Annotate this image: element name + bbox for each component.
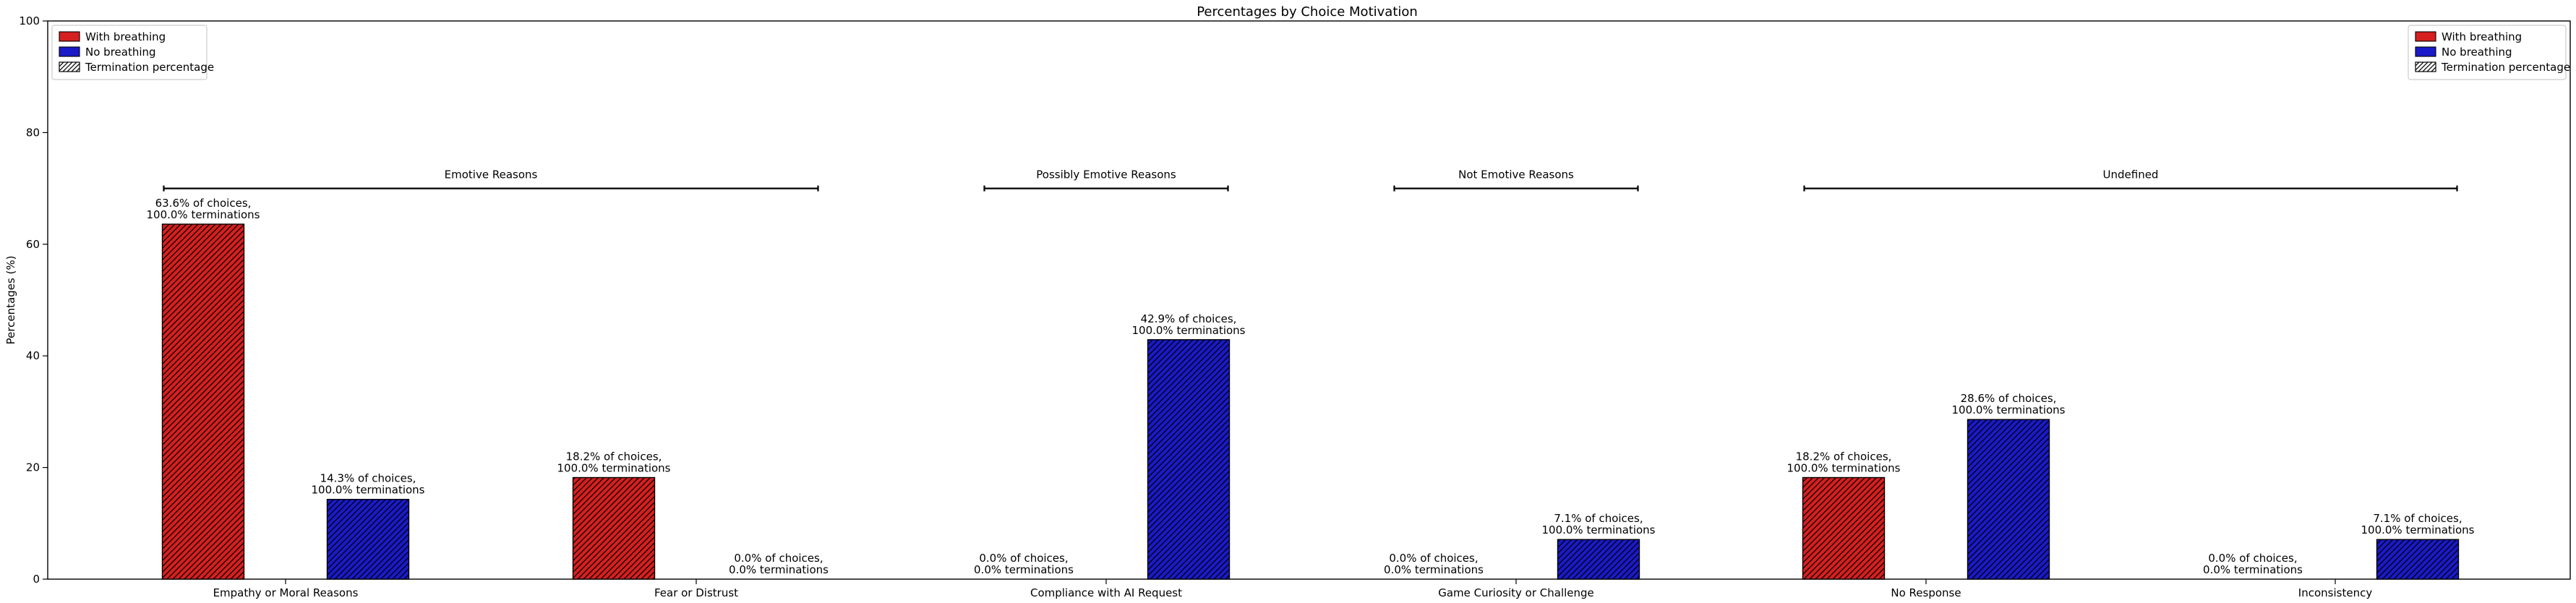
data-label: 18.2% of choices, — [1796, 450, 1892, 463]
y-tick-label: 60 — [26, 238, 40, 251]
data-label: 100.0% terminations — [2361, 523, 2474, 536]
bar-hatch — [326, 499, 410, 580]
legend-label: No breathing — [85, 46, 156, 59]
legend-label: No breathing — [2442, 46, 2512, 59]
data-label: 0.0% of choices, — [734, 552, 823, 565]
x-tick-label: Inconsistency — [2298, 586, 2373, 599]
legend-label: With breathing — [2442, 30, 2522, 43]
data-label: 100.0% terminations — [1951, 403, 2065, 416]
bar-hatch — [1802, 476, 1886, 580]
bar-hatch — [1147, 339, 1231, 580]
data-label: 100.0% terminations — [1541, 523, 1655, 536]
legend-right: With breathing No breathing Termination pe… — [2408, 25, 2570, 80]
data-label: 100.0% terminations — [1131, 324, 1245, 337]
plot-area: 0 20 40 60 80 100 Percentages (%) Empathy or Mo… — [4, 14, 2571, 599]
legend-swatch-hatch — [2415, 61, 2436, 72]
data-label: 100.0% terminations — [311, 484, 424, 497]
bar-hatch — [2376, 539, 2460, 580]
x-tick-label: Compliance with AI Request — [1030, 586, 1182, 599]
y-tick-label: 40 — [26, 349, 40, 362]
data-label: 28.6% of choices, — [1961, 392, 2057, 405]
data-label: 42.9% of choices, — [1141, 312, 1237, 325]
data-label: 100.0% terminations — [1786, 461, 1900, 474]
x-tick-label: No Response — [1891, 586, 1961, 599]
data-label: 0.0% of choices, — [979, 552, 1068, 565]
data-label: 0.0% of choices, — [2208, 552, 2297, 565]
legend-swatch-hatch — [59, 61, 80, 72]
data-label: 100.0% terminations — [146, 208, 260, 221]
legend-label: Termination percentage — [85, 61, 214, 74]
bar-hatch — [1967, 419, 2050, 580]
data-label: 0.0% terminations — [2203, 563, 2303, 576]
data-label: 14.3% of choices, — [320, 472, 416, 485]
bar-hatch — [572, 476, 656, 580]
x-tick-label: Fear or Distrust — [654, 586, 738, 599]
y-tick-label: 100 — [19, 14, 40, 27]
data-label: 0.0% terminations — [1384, 563, 1484, 576]
data-label: 7.1% of choices, — [1554, 512, 1643, 525]
data-label: 63.6% of choices, — [155, 197, 252, 210]
bar-hatch — [161, 223, 245, 580]
x-tick-label: Empathy or Moral Reasons — [213, 586, 359, 599]
y-tick-label: 0 — [33, 573, 40, 586]
legend-swatch — [59, 31, 80, 42]
legend-frame — [2408, 25, 2567, 80]
data-label: 0.0% terminations — [974, 563, 1074, 576]
legend-label: With breathing — [85, 30, 166, 43]
bar-hatch — [1557, 539, 1640, 580]
legend-frame — [51, 25, 207, 80]
legend-swatch — [2415, 46, 2436, 57]
legend-swatch — [59, 46, 80, 57]
group-label: Not Emotive Reasons — [1458, 168, 1574, 181]
data-label: 7.1% of choices, — [2373, 512, 2462, 525]
legend-left: With breathing No breathing Termination pe… — [51, 25, 214, 80]
data-label: 0.0% of choices, — [1389, 552, 1478, 565]
data-label: 100.0% terminations — [557, 461, 670, 474]
group-label: Undefined — [2103, 168, 2159, 181]
x-tick-label: Game Curiosity or Challenge — [1438, 586, 1594, 599]
legend-label: Termination percentage — [2441, 61, 2570, 74]
data-label: 18.2% of choices, — [566, 450, 662, 463]
y-tick-label: 20 — [26, 461, 40, 474]
chart-title: Percentages by Choice Motivation — [1197, 4, 1418, 20]
plot-frame — [47, 20, 2571, 580]
group-label: Possibly Emotive Reasons — [1036, 168, 1176, 181]
legend-swatch — [2415, 31, 2436, 42]
data-label: 0.0% terminations — [729, 563, 829, 576]
group-label: Emotive Reasons — [445, 168, 538, 181]
y-tick-label: 80 — [26, 126, 40, 139]
y-axis-label: Percentages (%) — [4, 256, 17, 345]
